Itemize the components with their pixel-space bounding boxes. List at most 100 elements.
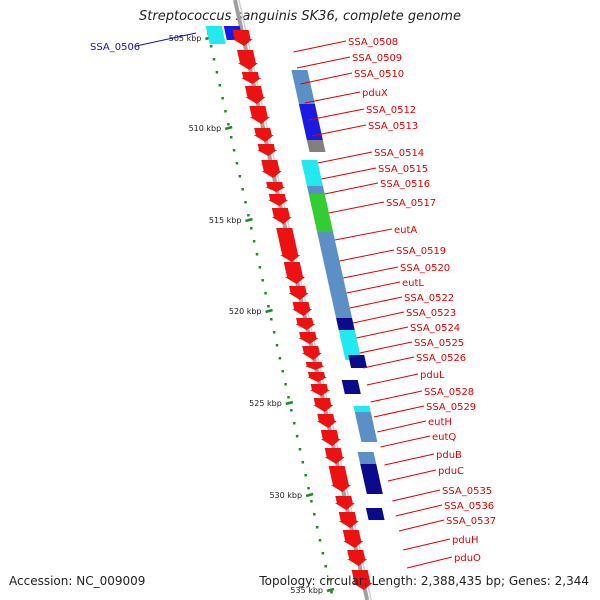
gene-leader-line bbox=[317, 151, 373, 164]
scale-dot bbox=[307, 487, 310, 490]
gene-leader-line bbox=[366, 373, 419, 386]
map-title: Streptococcus sanguinis SK36, complete g… bbox=[139, 9, 461, 24]
cog-ring bbox=[205, 26, 385, 520]
gene-label: SSA_0519 bbox=[396, 246, 446, 257]
cds-arrow bbox=[301, 346, 322, 360]
gene-label: SSA_0506 bbox=[90, 42, 140, 53]
gene-label: SSA_0524 bbox=[410, 323, 460, 334]
gene-leader-line bbox=[296, 56, 351, 69]
gene-leader-line bbox=[353, 311, 405, 324]
scale-dot bbox=[272, 331, 276, 334]
scale-dot bbox=[215, 71, 219, 74]
gene-leader-line bbox=[308, 108, 365, 121]
scale-dot bbox=[261, 279, 264, 282]
scale-dot bbox=[310, 500, 313, 503]
gene-label: SSA_0526 bbox=[416, 353, 466, 364]
scale-tick bbox=[245, 217, 253, 223]
gene-label: SSA_0537 bbox=[446, 516, 496, 527]
gene-leader-line bbox=[392, 489, 441, 502]
gene-leader-line bbox=[349, 296, 403, 309]
gene-label: SSA_0525 bbox=[414, 338, 464, 349]
gene-leader-line bbox=[321, 167, 377, 180]
cds-arrow bbox=[249, 106, 270, 124]
scale-dot bbox=[232, 149, 236, 152]
scale-dot bbox=[247, 214, 250, 217]
cog-feature bbox=[306, 140, 326, 152]
gene-leader-line bbox=[380, 435, 431, 448]
gene-label: SSA_0514 bbox=[374, 148, 424, 159]
cds-arrow bbox=[232, 30, 253, 46]
gene-label: SSA_0509 bbox=[352, 53, 402, 64]
cog-feature bbox=[360, 464, 383, 494]
gene-leader-line bbox=[356, 326, 409, 339]
cds-arrow bbox=[316, 414, 337, 428]
gene-leader-line bbox=[359, 341, 413, 354]
gene-label: eutH bbox=[428, 417, 452, 428]
cds-arrow bbox=[298, 332, 319, 344]
cds-arrow bbox=[268, 194, 289, 206]
cds-arrow bbox=[307, 372, 328, 382]
scale-dot bbox=[321, 552, 325, 555]
gene-label: eutQ bbox=[432, 432, 456, 443]
gene-label: pduB bbox=[436, 450, 462, 461]
cds-arrow bbox=[237, 50, 258, 70]
scale-dot bbox=[281, 370, 285, 373]
cds-arrow bbox=[295, 318, 316, 330]
gene-leader-line bbox=[311, 124, 367, 137]
scale-dot bbox=[244, 201, 247, 204]
gene-leader-line bbox=[328, 201, 385, 214]
cds-arrow bbox=[283, 262, 306, 284]
gene-label: SSA_0517 bbox=[386, 198, 436, 209]
gene-label: pduL bbox=[420, 370, 445, 381]
gene-label: SSA_0508 bbox=[348, 37, 398, 48]
cds-arrow bbox=[304, 362, 325, 370]
scale-dot bbox=[229, 136, 233, 139]
gene-leader-line bbox=[370, 390, 423, 403]
gene-label: SSA_0520 bbox=[400, 263, 450, 274]
cds-arrow bbox=[271, 208, 292, 224]
scale-dot bbox=[304, 474, 307, 477]
gene-leader-line bbox=[403, 538, 451, 551]
cog-feature bbox=[306, 186, 325, 194]
cds-arrow bbox=[351, 570, 373, 590]
gene-leader-line bbox=[334, 228, 393, 241]
scale-tick-label: 515 kbp bbox=[209, 216, 242, 225]
scale-tick bbox=[285, 400, 294, 406]
gene-leader-line bbox=[135, 32, 197, 47]
cds-arrow bbox=[244, 86, 266, 104]
scale-dot bbox=[227, 123, 230, 126]
gene-label: eutL bbox=[402, 278, 424, 289]
cds-arrow bbox=[276, 228, 301, 262]
cog-feature bbox=[348, 355, 368, 368]
scale-dot bbox=[250, 227, 253, 230]
cds-arrow bbox=[288, 286, 309, 300]
scale-dot bbox=[275, 344, 279, 347]
cog-feature bbox=[357, 452, 377, 464]
cog-feature bbox=[336, 318, 355, 330]
scale-dot bbox=[241, 188, 244, 191]
gene-labels: SSA_0506 SSA_0508 SSA_0509 SSA_0510 pduX SSA_… bbox=[90, 32, 496, 569]
gene-leader-line bbox=[293, 40, 347, 53]
gene-leader-line bbox=[304, 91, 361, 104]
gene-leader-line bbox=[343, 266, 399, 279]
scale-dot bbox=[209, 45, 213, 48]
topology-summary: Topology: circular; Length: 2,388,435 bp… bbox=[259, 574, 589, 588]
cds-arrow bbox=[253, 128, 274, 142]
scale-ring: 505 kbp 510 kbp 515 kbp 520 kbp 525 kbp 530 k… bbox=[169, 32, 335, 595]
scale-tick bbox=[224, 125, 233, 131]
cog-feature bbox=[341, 380, 361, 394]
cog-feature bbox=[317, 232, 353, 318]
gene-label: pduX bbox=[362, 88, 388, 99]
cds-arrow bbox=[261, 160, 282, 178]
cds-arrow bbox=[347, 550, 368, 566]
gene-leader-line bbox=[362, 356, 415, 369]
gene-label: SSA_0513 bbox=[368, 121, 418, 132]
gene-label: eutA bbox=[394, 225, 417, 236]
gene-leader-line bbox=[387, 469, 437, 482]
gene-leader-line bbox=[300, 72, 353, 85]
scale-dot bbox=[235, 162, 239, 165]
scale-dot bbox=[252, 240, 256, 243]
scale-dot bbox=[221, 97, 224, 100]
cog-feature bbox=[291, 70, 315, 104]
